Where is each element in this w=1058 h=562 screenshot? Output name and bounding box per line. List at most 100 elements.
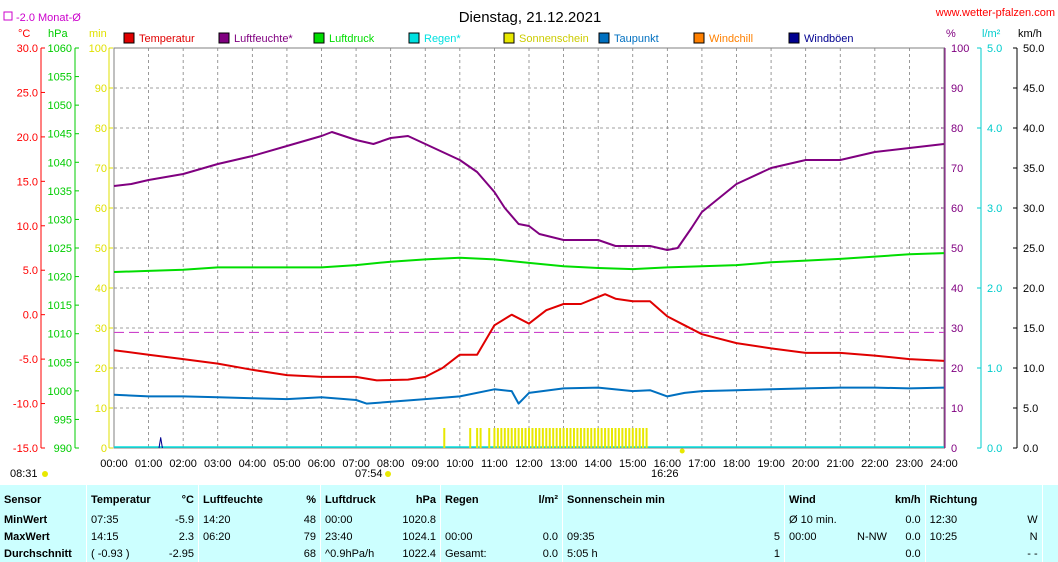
statistics-table: Sensor Temperatur °C Luftfeuchte % Luftd… [0,485,1058,562]
stats-wind-time [784,545,853,562]
pressure-tick-label: 1060 [48,43,72,55]
humidity-tick-label: 50 [951,243,963,255]
stats-row-label: MaxWert [4,530,50,543]
pressure-tick-label: 1040 [48,157,72,169]
pressure-tick-label: 995 [54,414,72,426]
rain_minutes-tick-label: 0 [101,443,107,455]
legend-label: Taupunkt [614,33,659,45]
x-tick-label: 14:00 [584,458,612,470]
month-avg-label: -2.0 Monat-Ø [16,12,81,24]
rain_minutes-tick-label: 70 [95,163,107,175]
rain_rate-tick-label: 2.0 [987,283,1002,295]
stats-hum-time [198,545,282,562]
pressure-tick-label: 1015 [48,300,72,312]
stats-header-temp-unit: °C [181,494,194,506]
stats-press-value: 1020.8 [402,513,436,526]
humidity-tick-label: 0 [951,443,957,455]
wind-tick-label: 45.0 [1023,83,1044,95]
x-tick-label: 19:00 [757,458,785,470]
pressure-tick-label: 1005 [48,357,72,369]
x-tick-label: 21:00 [826,458,854,470]
x-tick-label: 11:00 [481,458,508,470]
stats-header-temp: Temperatur [86,485,160,511]
x-tick-label: 01:00 [135,458,163,470]
rain-unit-label: min [89,28,107,40]
stats-temp-time: ( -0.93 ) [86,545,160,562]
legend-label: Regen* [424,33,461,45]
wind-tick-label: 5.0 [1023,403,1038,415]
legend-swatch [313,32,325,44]
temp-tick-label: -15.0 [13,443,38,455]
chart-title: Dienstag, 21.12.2021 [459,9,602,26]
axes: 00:00 01:00 02:00 03:00 04:00 05:00 06:00 07:00… [13,43,1045,470]
legend-label: Windchill [709,33,753,45]
stats-wind-dir: N-NW [857,530,887,543]
series-line-luftdruck [113,252,945,273]
month-avg-legend-box [3,11,13,21]
stats-hum-value: 48 [303,513,316,526]
sunset-label: 16:26 [651,468,679,480]
x-tick-label: 16:00 [654,458,682,470]
x-tick-label: 15:00 [619,458,647,470]
stats-wind-time: 00:00 [784,528,853,545]
pressure-tick-label: 1010 [48,329,72,341]
stats-wind-value: 0.0 [905,530,921,543]
legend-label: Temperatur [139,33,195,45]
x-tick-label: 17:00 [688,458,716,470]
stats-row-max: MaxWert 14:15 2.3 06:20 79 23:40 1024.1 … [0,528,1058,545]
series-line-luftfeuchte [113,131,945,251]
stats-filler [1041,528,1058,545]
stats-rain-value: 0.0 [542,530,558,543]
stats-header-hum-unit: % [306,494,316,506]
pressure-tick-label: 990 [54,443,72,455]
stats-dir-time: 10:25 [924,528,994,545]
pressure-tick-label: 1020 [48,272,72,284]
stats-row-label: Durchschnitt [4,547,72,560]
legend-swatch [598,32,610,44]
temp-tick-label: 10.0 [17,221,38,233]
legend-label: Sonnenschein [519,33,589,45]
stats-sun-value: 5 [773,530,780,543]
stats-header-sun: Sonnenschein min [562,485,785,511]
stats-dir-value: N [1029,530,1038,543]
rain_minutes-tick-label: 40 [95,283,107,295]
wind-tick-label: 20.0 [1023,283,1044,295]
x-tick-label: 18:00 [723,458,751,470]
rain_minutes-tick-label: 10 [95,403,107,415]
x-tick-label: 00:00 [100,458,128,470]
rain_minutes-tick-label: 90 [95,83,107,95]
wind-tick-label: 40.0 [1023,123,1044,135]
stats-row-avg: Durchschnitt ( -0.93 ) -2.95 68 ^0.9hPa/… [0,545,1058,562]
stats-rain-time: 00:00 [440,528,509,545]
legend-swatch [788,32,800,44]
x-tick-label: 10:00 [446,458,474,470]
x-tick-label: 05:00 [273,458,301,470]
temp-unit-label: °C [18,28,30,40]
stats-press-time: 23:40 [320,528,387,545]
rain_rate-tick-label: 0.0 [987,443,1002,455]
stats-press-time: ^0.9hPa/h [320,545,387,562]
humidity-tick-label: 70 [951,163,963,175]
pressure-tick-label: 1000 [48,386,72,398]
rain_minutes-tick-label: 60 [95,203,107,215]
series-line-temperatur [113,293,945,382]
stats-header-press-unit: hPa [415,494,436,506]
x-tick-label: 13:00 [550,458,578,470]
temp-tick-label: -5.0 [19,354,38,366]
humidity-tick-label: 30 [951,323,963,335]
wind-tick-label: 25.0 [1023,243,1044,255]
legend-swatch [123,32,135,44]
wind-unit-label: km/h [1018,28,1042,40]
stats-header-wind-dir-empty [853,485,891,511]
sunrise2-sun-icon [385,471,391,477]
stats-header-rain-unit: l/m² [538,494,558,506]
site-link[interactable]: www.wetter-pfalzen.com [935,7,1055,19]
stats-wind-value: 0.0 [905,547,921,560]
x-tick-label: 02:00 [169,458,197,470]
stats-filler [1041,511,1058,528]
stats-rain-time: Gesamt: [440,545,509,562]
rain_rate-tick-label: 1.0 [987,363,1002,375]
legend-swatch [408,32,420,44]
stats-header-dir: Richtung [924,485,994,511]
stats-hum-time: 06:20 [198,528,282,545]
